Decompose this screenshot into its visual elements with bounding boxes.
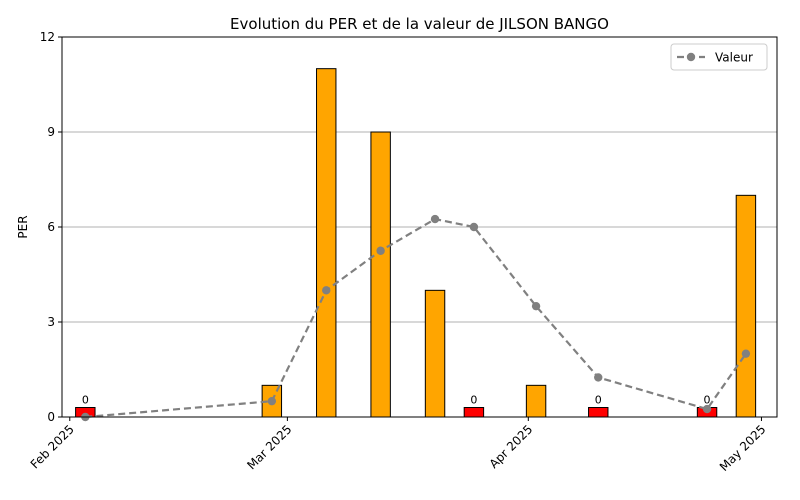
y-tick-label: 9: [47, 125, 55, 139]
bar-zero: [588, 407, 609, 418]
y-axis: 0 3 6 9 12: [40, 30, 62, 424]
y-tick-label: 0: [47, 410, 55, 424]
series-point: [594, 373, 603, 382]
bar-data-label: 0: [470, 394, 477, 407]
bar-labels: 0 0 0 0: [82, 394, 711, 407]
y-tick-label: 6: [47, 220, 55, 234]
bar: [525, 384, 547, 418]
series-point: [702, 404, 712, 414]
series-point: [741, 349, 751, 358]
legend-box: [670, 43, 768, 71]
bar-zero: [463, 407, 485, 418]
bar: [735, 194, 757, 418]
y-tick-label: 3: [47, 315, 55, 329]
bar-data-label: 0: [704, 394, 711, 407]
series-point: [531, 301, 541, 311]
bar: [316, 68, 337, 418]
legend-entry-label: Valeur: [715, 51, 753, 65]
legend-marker-swatch: [686, 52, 696, 62]
series-point: [376, 246, 385, 255]
series-point: [267, 396, 277, 406]
bar: [424, 289, 446, 418]
legend: Valeur: [670, 43, 768, 71]
series-point: [430, 214, 440, 224]
series-point: [469, 222, 479, 232]
bar-data-label: 0: [82, 394, 89, 407]
y-tick-label: 12: [40, 30, 55, 44]
y-axis-label: PER: [16, 215, 30, 238]
line-series: [81, 214, 751, 422]
bar: [370, 131, 391, 418]
bar-data-label: 0: [595, 394, 602, 407]
series-line: [85, 217, 747, 419]
series-point: [322, 286, 331, 295]
chart-title: Evolution du PER et de la valeur de JILS…: [230, 15, 609, 33]
